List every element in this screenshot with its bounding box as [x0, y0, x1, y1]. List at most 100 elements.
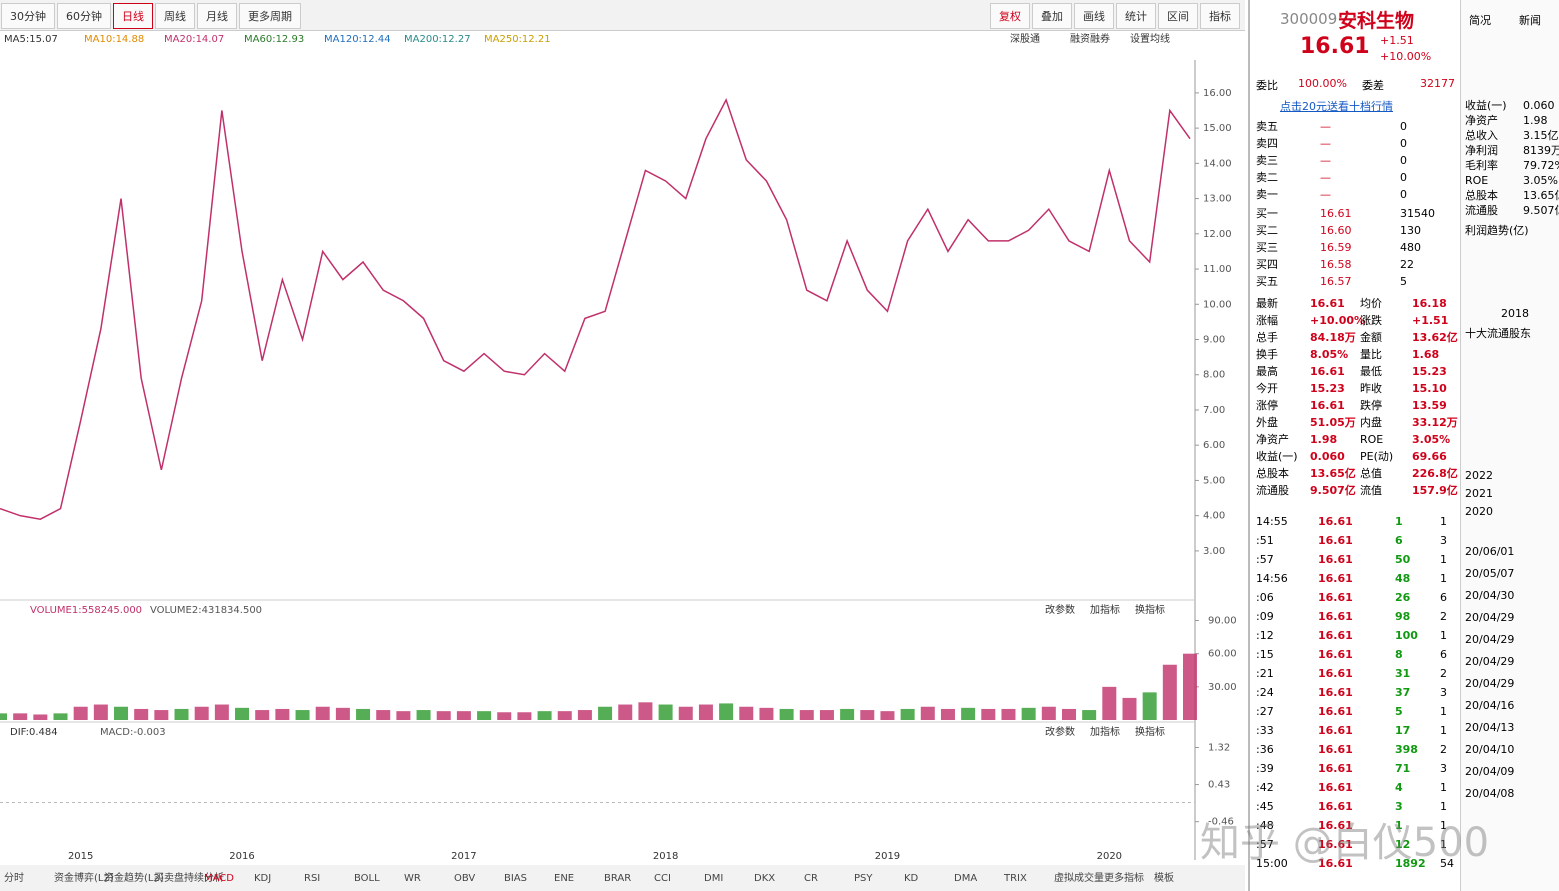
period-tab[interactable]: 更多周期	[239, 3, 301, 29]
trade-cell: 1892	[1395, 857, 1426, 870]
diff-label: 委差	[1362, 79, 1384, 92]
y-tick-label: 9.00	[1203, 335, 1225, 346]
trade-cell: 3	[1395, 800, 1403, 813]
volume-bar	[698, 704, 713, 720]
fund-cell: 0.060	[1523, 99, 1555, 112]
volume-bar	[880, 711, 895, 720]
volume-bar	[860, 710, 875, 720]
bottom-tab: 资金趋势(L2)	[104, 871, 164, 884]
y-tick-label: 16.00	[1203, 88, 1232, 99]
volume-bar	[739, 706, 754, 720]
stat-cell: 16.61	[1310, 365, 1345, 378]
stat-cell: 内盘	[1360, 416, 1382, 429]
trade-cell: 1	[1440, 705, 1447, 718]
macd-tick-label: 1.32	[1208, 743, 1230, 754]
toolbar-action[interactable]: 统计	[1116, 3, 1156, 29]
chart: MA5:15.07 MA10:14.88 MA20:14.07 MA60:12.93 M…	[0, 32, 1245, 891]
trade-cell: :42	[1256, 781, 1274, 794]
promo-link[interactable]: 点击20元送看十档行情	[1280, 100, 1393, 113]
last-price: 16.61	[1300, 34, 1370, 59]
stat-cell: 涨跌	[1360, 314, 1382, 327]
stat-cell: 昨收	[1360, 382, 1382, 395]
toolbar-action[interactable]: 画线	[1074, 3, 1114, 29]
y-tick-label: 15.00	[1203, 123, 1232, 134]
panel-button: 换指标	[1135, 603, 1165, 616]
toolbar-action[interactable]: 叠加	[1032, 3, 1072, 29]
volume-bar	[658, 704, 673, 720]
book-cell: 卖三	[1256, 154, 1278, 167]
bottom-tab: CCI	[654, 873, 671, 884]
volume-bar	[1183, 653, 1197, 720]
stat-cell: 最新	[1256, 297, 1278, 310]
period-tab[interactable]: 日线	[113, 3, 153, 29]
stat-cell: 157.9亿	[1412, 484, 1458, 497]
panel-button: 加指标	[1090, 603, 1120, 616]
stat-cell: 涨幅	[1256, 314, 1278, 327]
book-cell: —	[1320, 171, 1331, 184]
year: 2021	[1465, 487, 1493, 500]
stat-cell: 9.507亿	[1310, 484, 1356, 497]
volume-bar	[33, 714, 48, 720]
trade-cell: :57	[1256, 553, 1274, 566]
trade-cell: 8	[1395, 648, 1403, 661]
panel-button: 改参数	[1045, 725, 1075, 738]
trade-cell: 16.61	[1318, 591, 1353, 604]
trade-cell: 16.61	[1318, 781, 1353, 794]
stat-cell: 金额	[1360, 331, 1382, 344]
trade-cell: 16.61	[1318, 686, 1353, 699]
volume-bar	[920, 706, 935, 720]
trade-cell: 6	[1440, 648, 1447, 661]
period-tab[interactable]: 30分钟	[1, 3, 55, 29]
book-cell: 130	[1400, 224, 1421, 237]
x-tick-label: 2016	[229, 851, 254, 862]
bottom-tab: ENE	[554, 873, 574, 884]
y-tick-label: 5.00	[1203, 475, 1225, 486]
date: 20/04/09	[1465, 765, 1515, 778]
volume-bar	[1021, 707, 1036, 720]
period-tab[interactable]: 周线	[155, 3, 195, 29]
bottom-tab: KD	[904, 873, 919, 884]
trade-cell: 54	[1440, 857, 1454, 870]
fund-cell: 1.98	[1523, 114, 1548, 127]
bottom-tab: DMA	[954, 873, 977, 884]
trade-cell: 1	[1440, 553, 1447, 566]
period-tab[interactable]: 60分钟	[57, 3, 111, 29]
volume-bar	[1082, 710, 1097, 720]
ratio: 100.00%	[1298, 77, 1347, 90]
toolbar-action[interactable]: 复权	[990, 3, 1030, 29]
profit-year: 2018	[1501, 307, 1529, 320]
period-tab[interactable]: 月线	[197, 3, 237, 29]
trade-cell: 71	[1395, 762, 1411, 775]
trade-cell: 2	[1440, 743, 1447, 756]
x-tick-label: 2019	[875, 851, 900, 862]
volume-bar	[799, 710, 814, 720]
bottom-tab: TRIX	[1003, 873, 1027, 884]
stat-cell: 13.62亿	[1412, 331, 1458, 344]
bottom-tab: RSI	[304, 873, 320, 884]
trade-cell: 16.61	[1318, 762, 1353, 775]
side-tab[interactable]: 简况	[1469, 14, 1491, 27]
volume-bar	[376, 710, 391, 720]
book-cell: 买五	[1256, 275, 1278, 288]
volume-bar	[779, 708, 794, 720]
book-cell: 0	[1400, 154, 1407, 167]
macd-legend: DIF:0.484	[10, 727, 58, 738]
bottom-tab: WR	[404, 873, 421, 884]
trade-cell: :24	[1256, 686, 1274, 699]
date: 20/04/29	[1465, 655, 1515, 668]
bottom-tab: 买卖盘持续分析	[154, 871, 224, 884]
toolbar-action[interactable]: 区间	[1158, 3, 1198, 29]
toolbar-action[interactable]: 指标	[1200, 3, 1240, 29]
volume-bar	[13, 713, 28, 720]
book-cell: 卖五	[1256, 120, 1278, 133]
volume-bar	[840, 708, 855, 720]
trade-cell: 98	[1395, 610, 1411, 623]
change: +1.51	[1380, 34, 1414, 47]
stat-cell: 净资产	[1256, 433, 1289, 446]
stat-cell: 8.05%	[1310, 348, 1349, 361]
side-tab[interactable]: 新闻	[1519, 14, 1541, 27]
book-cell: 0	[1400, 188, 1407, 201]
y-tick-label: 7.00	[1203, 405, 1225, 416]
trade-cell: 16.61	[1318, 819, 1353, 832]
date: 20/04/16	[1465, 699, 1515, 712]
